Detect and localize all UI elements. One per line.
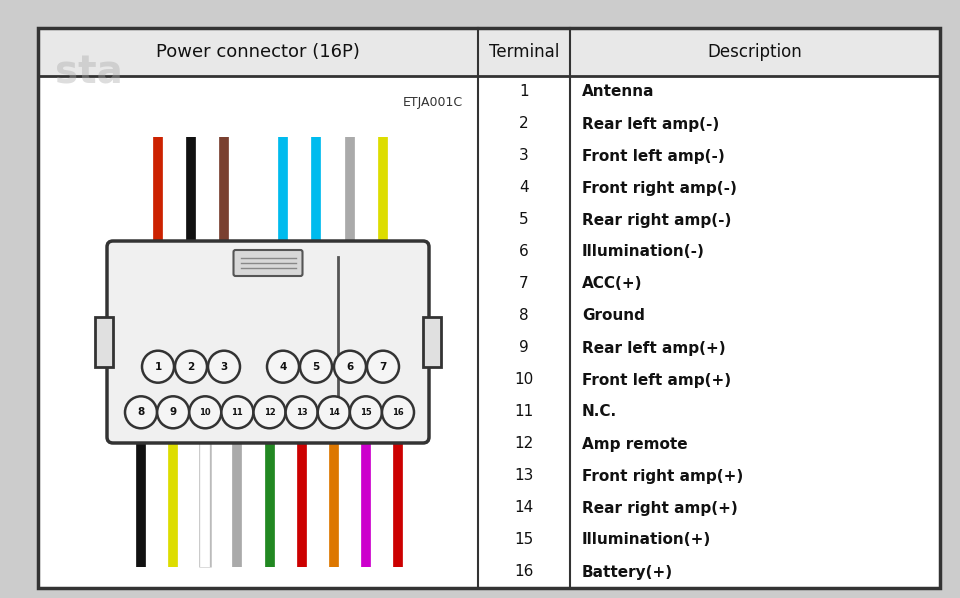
Text: ETJA001C: ETJA001C — [403, 96, 463, 109]
Text: Power connector (16P): Power connector (16P) — [156, 43, 360, 61]
Text: 11: 11 — [515, 404, 534, 420]
Text: 5: 5 — [519, 212, 529, 227]
Text: 6: 6 — [519, 245, 529, 260]
Text: Front left amp(+): Front left amp(+) — [582, 373, 732, 388]
Circle shape — [253, 396, 285, 428]
Text: 2: 2 — [187, 362, 195, 372]
Text: 7: 7 — [519, 276, 529, 291]
Text: 3: 3 — [519, 148, 529, 163]
Circle shape — [382, 396, 414, 428]
Text: Rear right amp(+): Rear right amp(+) — [582, 501, 737, 515]
Bar — [423, 317, 441, 367]
FancyBboxPatch shape — [233, 250, 302, 276]
Text: 16: 16 — [515, 565, 534, 579]
Circle shape — [157, 396, 189, 428]
Bar — [95, 317, 113, 367]
Text: Rear left amp(-): Rear left amp(-) — [582, 117, 719, 132]
Circle shape — [334, 350, 366, 383]
Text: 14: 14 — [515, 501, 534, 515]
Circle shape — [208, 350, 240, 383]
Text: Illumination(+): Illumination(+) — [582, 532, 711, 548]
Circle shape — [349, 396, 382, 428]
Text: 12: 12 — [515, 437, 534, 451]
Bar — [38, 28, 940, 76]
Text: 1: 1 — [155, 362, 161, 372]
Text: 10: 10 — [515, 373, 534, 388]
Text: 16: 16 — [392, 408, 404, 417]
Text: 4: 4 — [519, 181, 529, 196]
Text: 9: 9 — [170, 407, 177, 417]
Text: Antenna: Antenna — [582, 84, 655, 99]
Circle shape — [189, 396, 221, 428]
Circle shape — [142, 350, 174, 383]
Text: 13: 13 — [296, 408, 307, 417]
Text: 6: 6 — [347, 362, 353, 372]
Text: Amp remote: Amp remote — [582, 437, 687, 451]
Text: Front right amp(+): Front right amp(+) — [582, 468, 743, 484]
Text: 2: 2 — [519, 117, 529, 132]
Text: 4: 4 — [279, 362, 287, 372]
Circle shape — [125, 396, 157, 428]
Text: Front right amp(-): Front right amp(-) — [582, 181, 737, 196]
Text: 14: 14 — [328, 408, 340, 417]
Text: N.C.: N.C. — [582, 404, 617, 420]
Circle shape — [318, 396, 349, 428]
Text: 8: 8 — [519, 309, 529, 324]
FancyBboxPatch shape — [107, 241, 429, 443]
Text: 15: 15 — [360, 408, 372, 417]
Text: Description: Description — [708, 43, 803, 61]
Circle shape — [300, 350, 332, 383]
Text: ACC(+): ACC(+) — [582, 276, 642, 291]
Text: 10: 10 — [200, 408, 211, 417]
Text: 13: 13 — [515, 468, 534, 484]
Text: Front left amp(-): Front left amp(-) — [582, 148, 725, 163]
Text: 15: 15 — [515, 532, 534, 548]
Circle shape — [267, 350, 299, 383]
Text: 1: 1 — [519, 84, 529, 99]
Text: Terminal: Terminal — [489, 43, 559, 61]
Text: Rear right amp(-): Rear right amp(-) — [582, 212, 732, 227]
Circle shape — [286, 396, 318, 428]
Text: Ground: Ground — [582, 309, 645, 324]
Text: 9: 9 — [519, 340, 529, 355]
Text: 12: 12 — [264, 408, 276, 417]
Text: 11: 11 — [231, 408, 243, 417]
Text: sta: sta — [55, 53, 123, 91]
Text: 8: 8 — [137, 407, 145, 417]
Circle shape — [175, 350, 207, 383]
Text: Rear left amp(+): Rear left amp(+) — [582, 340, 726, 355]
Text: Battery(+): Battery(+) — [582, 565, 673, 579]
Text: 5: 5 — [312, 362, 320, 372]
Text: 3: 3 — [221, 362, 228, 372]
Circle shape — [222, 396, 253, 428]
Circle shape — [367, 350, 399, 383]
Text: 7: 7 — [379, 362, 387, 372]
Text: Illumination(-): Illumination(-) — [582, 245, 705, 260]
